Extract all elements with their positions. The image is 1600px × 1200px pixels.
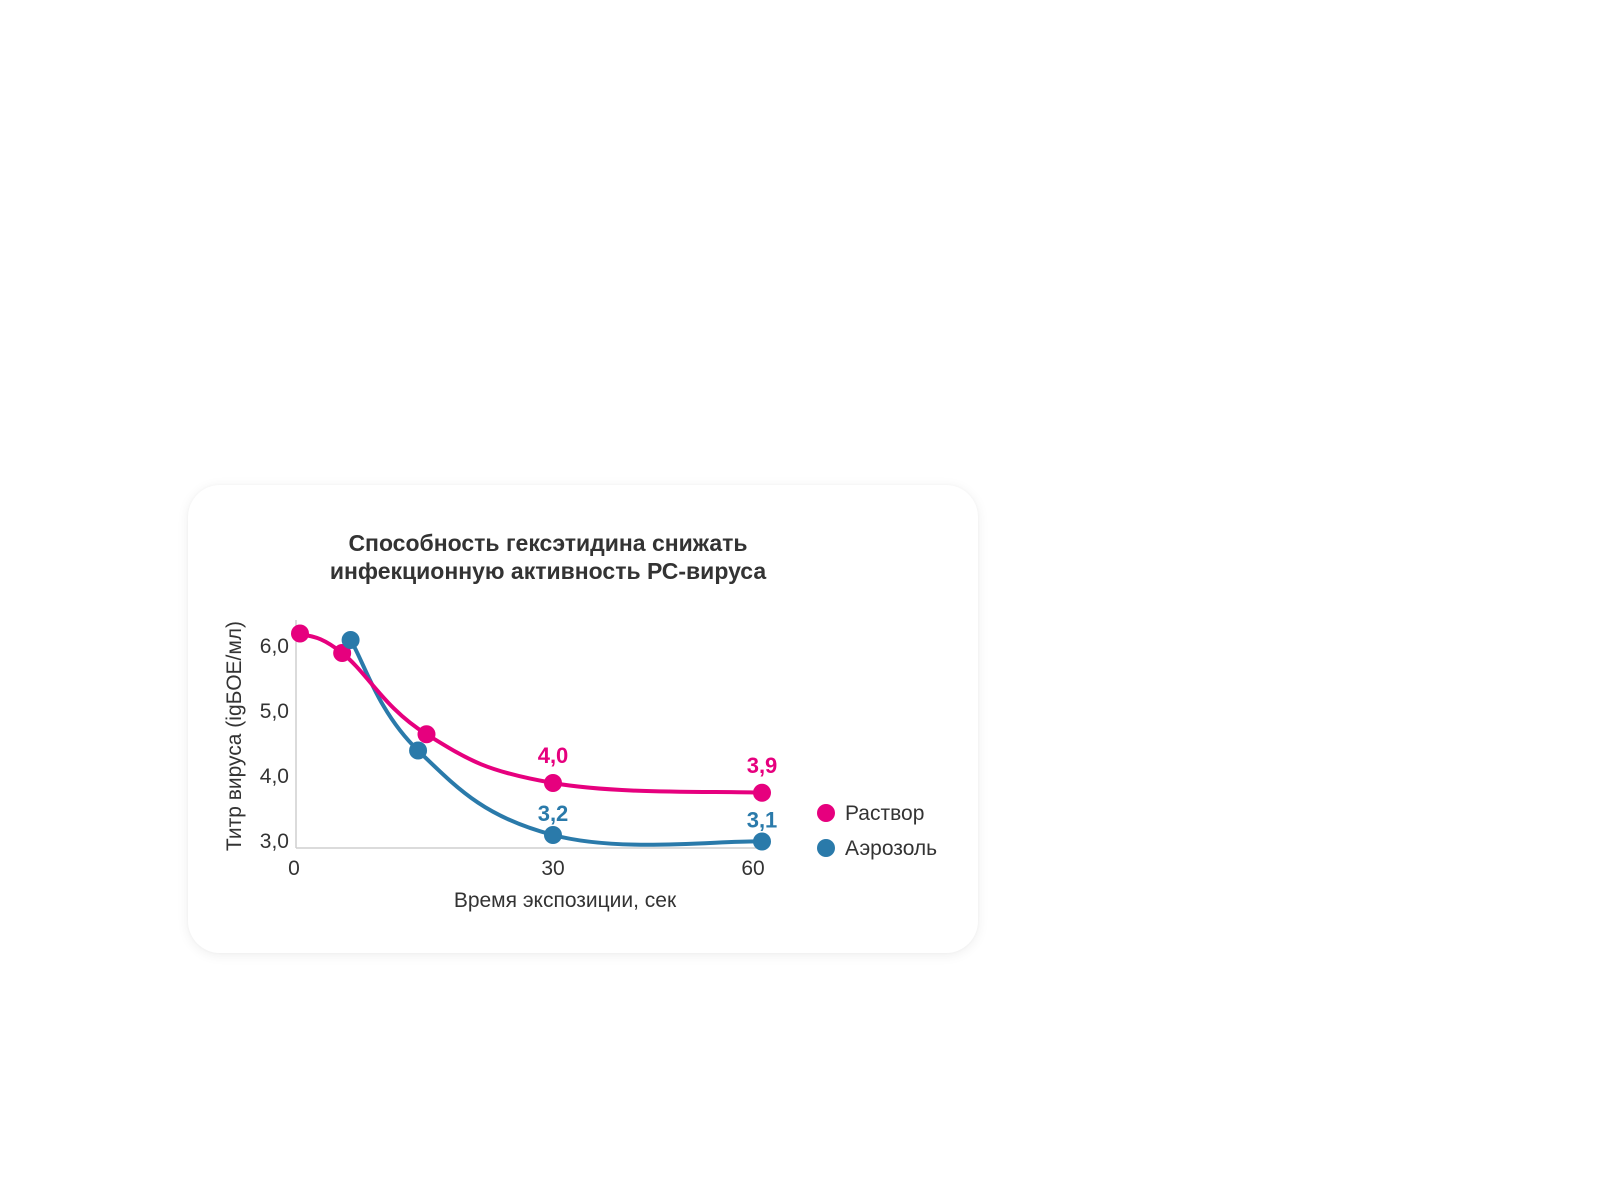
data-point-aerosol [753,832,771,851]
data-point-aerosol [341,631,360,649]
series-line-solution [298,631,764,795]
chart-card [188,485,978,953]
x-tick-label: 30 [541,857,564,880]
y-tick-label: 3,0 [260,830,289,853]
data-point-solution [291,624,309,643]
data-label-aerosol: 3,1 [747,808,778,833]
data-label-solution: 3,9 [747,753,778,778]
data-label-aerosol: 3,2 [538,801,569,826]
data-point-solution [333,644,352,662]
legend-marker-aerosol [817,839,835,857]
chart-title: Способность гексэтидина снижать инфекцио… [188,529,908,585]
y-tick-label: 5,0 [260,700,289,723]
data-point-solution [753,783,771,802]
chart-title-line-2: инфекционную активность РС-вируса [329,558,767,584]
legend-label-aerosol: Аэрозоль [845,837,937,860]
x-tick-label: 0 [288,857,300,880]
data-point-solution [544,774,562,792]
chart-title-line-1: Способность гексэтидина снижать [348,530,748,556]
x-axis-label: Время экспозиции, сек [454,889,677,912]
x-tick-label: 60 [741,857,764,880]
y-tick-label: 4,0 [260,765,289,788]
y-axis-label: Титр вируса (igБОЕ/мл) [223,621,246,851]
data-point-aerosol [544,826,562,844]
data-point-solution [417,725,436,744]
y-tick-label: 6,0 [260,635,289,658]
data-point-aerosol [409,741,428,760]
legend-marker-solution [817,804,835,822]
legend-label-solution: Раствор [845,802,924,825]
data-label-solution: 4,0 [538,743,569,768]
series-line-aerosol [348,638,764,847]
